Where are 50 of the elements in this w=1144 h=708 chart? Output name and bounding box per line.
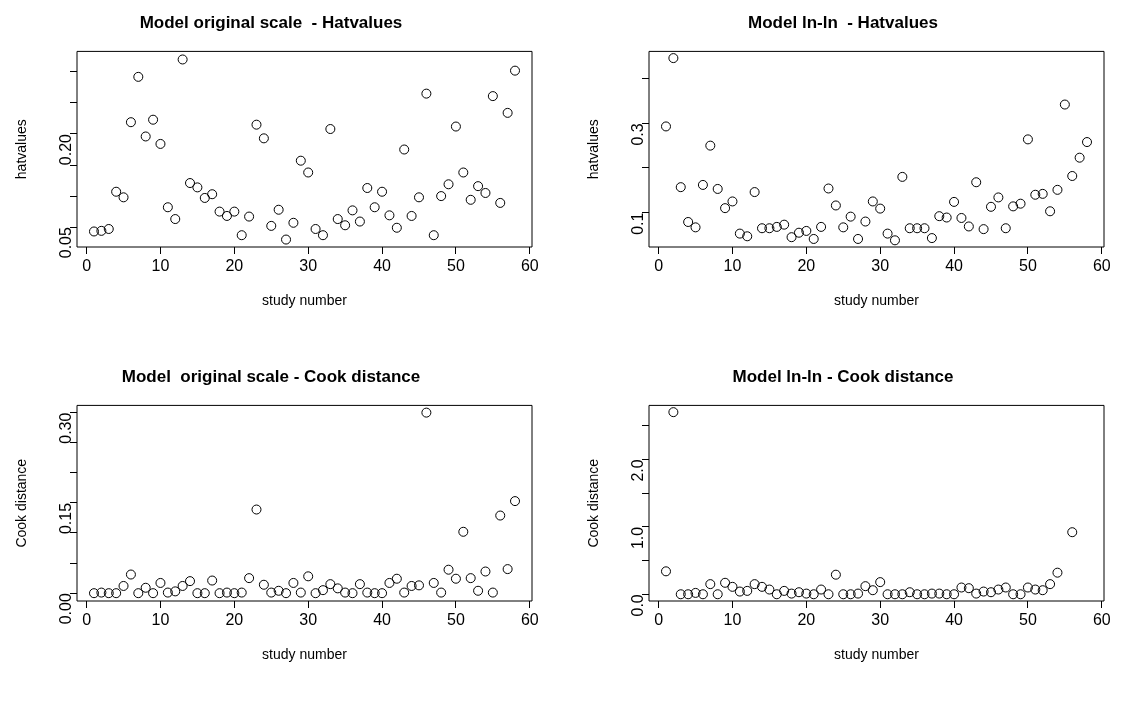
y-axis-title: hatvalues (585, 119, 602, 180)
y-tick-label: 0.05 (57, 227, 75, 259)
y-tick-label: 1.0 (629, 526, 647, 550)
y-tick-label: 0.00 (57, 593, 75, 625)
x-axis-title: study number (834, 292, 920, 309)
x-tick-label: 20 (225, 611, 244, 629)
chart-title: Model ln-ln - Cook distance (732, 366, 954, 386)
chart-title: Model original scale - Hatvalues (139, 12, 403, 32)
y-axis-title: Cook distance (585, 458, 602, 548)
x-tick-label: 50 (1019, 257, 1037, 275)
x-tick-label: 40 (945, 611, 964, 629)
x-axis-title: study number (262, 292, 348, 309)
y-axis-title: hatvalues (13, 119, 30, 180)
x-tick-label: 50 (447, 611, 465, 629)
x-tick-label: 10 (151, 257, 170, 275)
chart-title: Model original scale - Cook distance (121, 366, 421, 386)
x-tick-label: 30 (871, 611, 890, 629)
x-tick-label: 20 (797, 611, 816, 629)
x-tick-label: 30 (871, 257, 890, 275)
x-tick-label: 0 (82, 611, 92, 629)
x-axis-title: study number (834, 646, 920, 663)
x-axis-title: study number (262, 646, 348, 663)
x-tick-label: 10 (151, 611, 170, 629)
y-tick-label: 2.0 (629, 459, 647, 482)
x-tick-label: 30 (299, 257, 318, 275)
x-tick-label: 20 (797, 257, 816, 275)
x-tick-label: 60 (520, 257, 539, 275)
x-tick-label: 40 (373, 611, 392, 629)
x-tick-label: 0 (82, 257, 92, 275)
x-tick-label: 60 (1092, 611, 1111, 629)
x-tick-label: 20 (225, 257, 244, 275)
x-tick-label: 30 (299, 611, 318, 629)
x-tick-label: 60 (1092, 257, 1111, 275)
x-tick-label: 40 (373, 257, 392, 275)
chart-title: Model ln-ln - Hatvalues (748, 12, 938, 32)
x-tick-label: 50 (1019, 611, 1037, 629)
y-tick-label: 0.30 (57, 412, 75, 444)
x-tick-label: 10 (723, 257, 742, 275)
x-tick-label: 40 (945, 257, 964, 275)
x-tick-label: 0 (654, 611, 664, 629)
y-tick-label: 0.15 (57, 502, 75, 535)
x-tick-label: 0 (654, 257, 664, 275)
x-tick-label: 50 (447, 257, 465, 275)
y-axis-title: Cook distance (13, 458, 30, 548)
y-tick-label: 0.1 (629, 212, 647, 235)
x-tick-label: 10 (723, 611, 742, 629)
x-tick-label: 60 (520, 611, 539, 629)
y-tick-label: 0.20 (57, 133, 75, 166)
y-tick-label: 0.0 (629, 594, 647, 617)
y-tick-label: 0.3 (629, 123, 647, 146)
